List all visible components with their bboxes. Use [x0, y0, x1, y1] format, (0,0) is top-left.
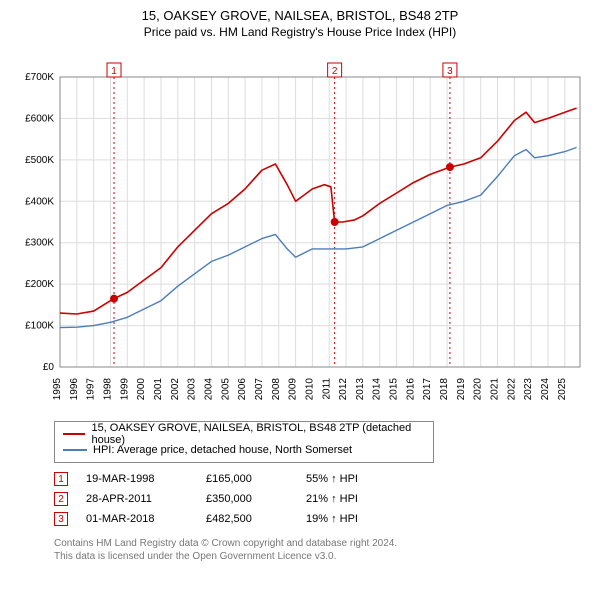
- svg-text:2009: 2009: [288, 378, 299, 401]
- marker-pct-vs-hpi: 21% ↑ HPI: [306, 493, 426, 505]
- marker-number: 3: [54, 512, 68, 526]
- svg-text:£600K: £600K: [25, 113, 54, 124]
- svg-text:2023: 2023: [523, 378, 534, 401]
- svg-text:1997: 1997: [86, 378, 97, 401]
- legend-row: 15, OAKSEY GROVE, NAILSEA, BRISTOL, BS48…: [63, 426, 425, 442]
- svg-text:2005: 2005: [220, 378, 231, 401]
- legend-swatch: [63, 449, 87, 451]
- page-subtitle: Price paid vs. HM Land Registry's House …: [10, 25, 590, 39]
- svg-text:2000: 2000: [136, 378, 147, 401]
- marker-pct-vs-hpi: 19% ↑ HPI: [306, 513, 426, 525]
- footer-line-1: Contains HM Land Registry data © Crown c…: [54, 537, 554, 550]
- svg-text:2020: 2020: [473, 378, 484, 401]
- svg-text:1998: 1998: [102, 378, 113, 401]
- sale-markers-table: 1 19-MAR-1998£165,00055% ↑ HPI 2 28-APR-201…: [54, 469, 590, 529]
- svg-text:1995: 1995: [52, 378, 63, 401]
- svg-text:2007: 2007: [254, 378, 265, 401]
- svg-text:1996: 1996: [69, 378, 80, 401]
- svg-text:2: 2: [332, 66, 338, 77]
- marker-row: 2 28-APR-2011£350,00021% ↑ HPI: [54, 489, 590, 509]
- svg-text:2011: 2011: [321, 378, 332, 400]
- legend-swatch: [63, 433, 85, 435]
- marker-row: 1 19-MAR-1998£165,00055% ↑ HPI: [54, 469, 590, 489]
- svg-text:2010: 2010: [304, 378, 315, 401]
- marker-date: 01-MAR-2018: [86, 513, 206, 525]
- svg-text:£100K: £100K: [25, 321, 54, 332]
- svg-text:2004: 2004: [203, 378, 214, 401]
- legend-label: HPI: Average price, detached house, Nort…: [93, 444, 352, 456]
- marker-price: £165,000: [206, 473, 306, 485]
- svg-text:2003: 2003: [187, 378, 198, 401]
- svg-text:2022: 2022: [506, 378, 517, 401]
- svg-text:2013: 2013: [355, 378, 366, 401]
- legend: 15, OAKSEY GROVE, NAILSEA, BRISTOL, BS48…: [54, 421, 434, 463]
- svg-text:£700K: £700K: [25, 72, 54, 83]
- svg-text:2001: 2001: [153, 378, 164, 401]
- svg-text:3: 3: [447, 66, 453, 77]
- svg-text:2025: 2025: [557, 378, 568, 401]
- svg-text:1: 1: [111, 66, 117, 77]
- svg-text:£300K: £300K: [25, 238, 54, 249]
- marker-number: 2: [54, 492, 68, 506]
- page-title: 15, OAKSEY GROVE, NAILSEA, BRISTOL, BS48…: [10, 8, 590, 23]
- svg-text:1999: 1999: [119, 378, 130, 401]
- svg-text:2006: 2006: [237, 378, 248, 401]
- legend-label: 15, OAKSEY GROVE, NAILSEA, BRISTOL, BS48…: [91, 422, 425, 446]
- marker-date: 19-MAR-1998: [86, 473, 206, 485]
- svg-text:£400K: £400K: [25, 196, 54, 207]
- footer-line-2: This data is licensed under the Open Gov…: [54, 550, 554, 563]
- marker-date: 28-APR-2011: [86, 493, 206, 505]
- marker-price: £482,500: [206, 513, 306, 525]
- svg-text:2024: 2024: [540, 378, 551, 401]
- svg-text:2014: 2014: [372, 378, 383, 401]
- svg-text:£200K: £200K: [25, 279, 54, 290]
- marker-price: £350,000: [206, 493, 306, 505]
- svg-text:£500K: £500K: [25, 155, 54, 166]
- svg-text:2018: 2018: [439, 378, 450, 401]
- svg-text:2019: 2019: [456, 378, 467, 401]
- svg-text:2015: 2015: [389, 378, 400, 401]
- svg-text:2002: 2002: [170, 378, 181, 401]
- marker-pct-vs-hpi: 55% ↑ HPI: [306, 473, 426, 485]
- page: 15, OAKSEY GROVE, NAILSEA, BRISTOL, BS48…: [0, 0, 600, 569]
- svg-text:£0: £0: [43, 362, 55, 373]
- marker-row: 3 01-MAR-2018£482,50019% ↑ HPI: [54, 509, 590, 529]
- svg-text:2012: 2012: [338, 378, 349, 401]
- svg-text:2021: 2021: [490, 378, 501, 401]
- svg-text:2017: 2017: [422, 378, 433, 401]
- attribution-footer: Contains HM Land Registry data © Crown c…: [54, 537, 554, 563]
- chart-svg: £0 £100K £200K £300K £400K £500K £600K £700K 199…: [10, 47, 590, 417]
- svg-text:2016: 2016: [405, 378, 416, 401]
- marker-number: 1: [54, 472, 68, 486]
- price-chart: £0 £100K £200K £300K £400K £500K £600K £700K 199…: [10, 47, 590, 417]
- svg-text:2008: 2008: [271, 378, 282, 401]
